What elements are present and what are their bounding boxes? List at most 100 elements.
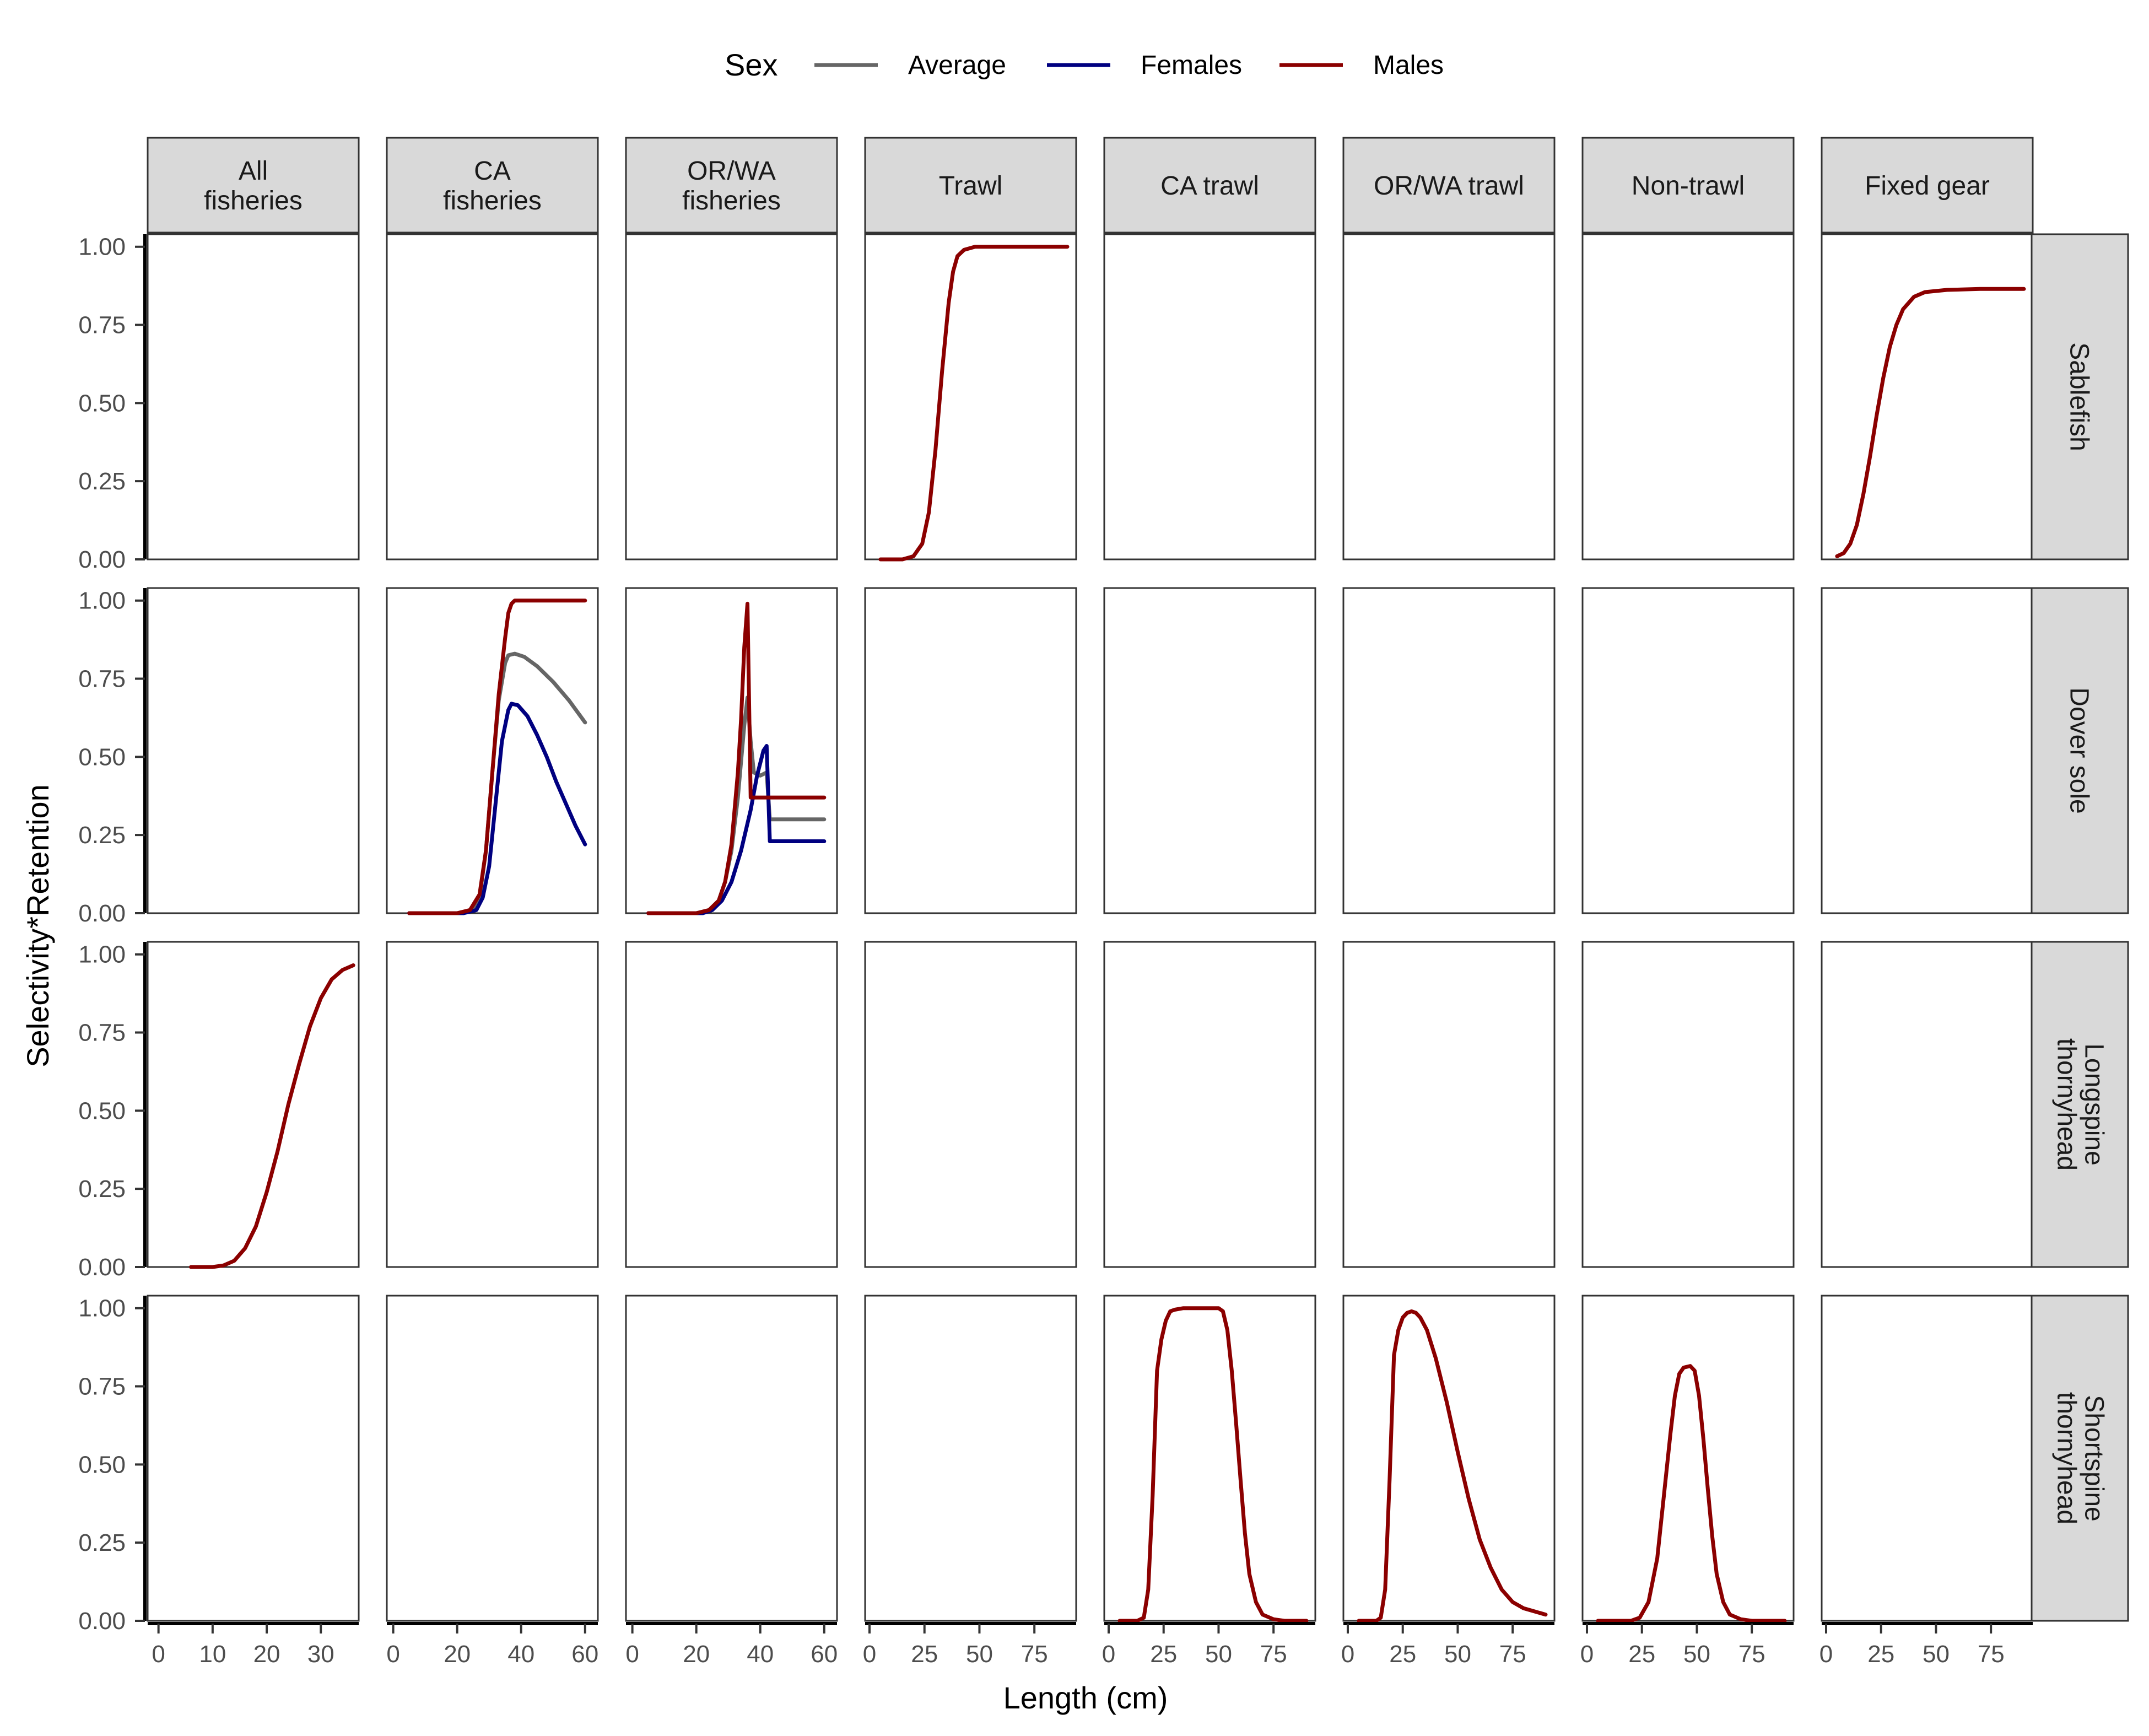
panel-sablefish-or-wa-fisheries: [625, 233, 838, 560]
panel-shortspine-thornyhead-non-trawl: [1581, 1295, 1795, 1622]
y-tick-label-longspine-thornyhead-2: 0.50: [78, 1097, 126, 1124]
row-strip-label-dover-sole: Dover sole: [2065, 687, 2094, 813]
y-tick-label-longspine-thornyhead-0: 0.00: [78, 1254, 126, 1281]
column-strip-label-fixed-gear: Fixed gear: [1865, 171, 1990, 201]
panel-dover-sole-non-trawl: [1581, 587, 1795, 914]
series-line-males-shortspine-thornyhead-or-wa-trawl: [1357, 1309, 1548, 1623]
x-tick-label-fixed-gear-0: 0: [1819, 1641, 1833, 1668]
series-line-males-longspine-thornyhead-all-fisheries: [189, 963, 355, 1269]
x-tick-label-or-wa-trawl-50: 50: [1444, 1641, 1471, 1668]
column-strip-label-ca-trawl: CA trawl: [1160, 171, 1259, 201]
panel-longspine-thornyhead-non-trawl: [1581, 941, 1795, 1268]
column-strip-label-all-fisheries: All fisheries: [204, 157, 303, 215]
row-strip-dover-sole: [2031, 587, 2129, 914]
y-tick-label-shortspine-thornyhead-0: 0.00: [78, 1608, 126, 1635]
column-strip-label-trawl: Trawl: [939, 171, 1003, 201]
x-tick-label-non-trawl-0: 0: [1580, 1641, 1594, 1668]
series-line-males-dover-sole-or-wa-fisheries: [646, 601, 827, 915]
panel-shortspine-thornyhead-trawl: [864, 1295, 1077, 1622]
panel-longspine-thornyhead-fixed-gear: [1821, 941, 2034, 1268]
panel-sablefish-ca-trawl: [1103, 233, 1316, 560]
y-tick-label-dover-sole-2: 0.50: [78, 743, 126, 770]
legend: Sex Average Females Males: [725, 47, 1444, 82]
x-tick-label-trawl-0: 0: [863, 1641, 876, 1668]
row-strip-label-sablefish: Sablefish: [2065, 342, 2094, 451]
y-tick-label-shortspine-thornyhead-2: 0.50: [78, 1451, 126, 1478]
x-tick-label-all-fisheries-0: 0: [152, 1641, 165, 1668]
panel-longspine-thornyhead-or-wa-fisheries: [625, 941, 838, 1268]
y-tick-label-sablefish-0: 0.00: [78, 546, 126, 573]
panel-shortspine-thornyhead-ca-trawl: [1103, 1295, 1316, 1622]
x-tick-label-non-trawl-75: 75: [1738, 1641, 1765, 1668]
panel-sablefish-trawl: [864, 233, 1077, 560]
x-tick-label-all-fisheries-20: 20: [253, 1641, 280, 1668]
column-strip-non-trawl: [1581, 137, 1795, 234]
row-strip-label-longspine-thornyhead: Longspinethornyhead: [2052, 1038, 2109, 1171]
column-strip-label-ca-fisheries: CA fisheries: [443, 157, 542, 215]
series-line-males-sablefish-fixed-gear: [1835, 287, 2026, 558]
panel-longspine-thornyhead-ca-fisheries: [386, 941, 599, 1268]
y-axis-title: Selectivity*Retention: [20, 784, 55, 1068]
panel-dover-sole-trawl: [864, 587, 1077, 914]
y-tick-label-shortspine-thornyhead-3: 0.75: [78, 1373, 126, 1400]
y-tick-label-dover-sole-0: 0.00: [78, 900, 126, 927]
x-tick-label-non-trawl-50: 50: [1683, 1641, 1710, 1668]
row-strip-sablefish: [2031, 233, 2129, 560]
panel-dover-sole-or-wa-trawl: [1342, 587, 1556, 914]
x-tick-label-ca-trawl-0: 0: [1102, 1641, 1115, 1668]
column-strip-fixed-gear: [1821, 137, 2034, 234]
legend-label-average: Average: [908, 51, 1006, 80]
column-strip-label-or-wa-fisheries: OR/WA fisheries: [682, 157, 781, 215]
panel-longspine-thornyhead-or-wa-trawl: [1342, 941, 1556, 1268]
x-tick-label-or-wa-fisheries-20: 20: [683, 1641, 710, 1668]
row-strip-label-shortspine-thornyhead: Shortspinethornyhead: [2052, 1392, 2109, 1524]
y-tick-label-longspine-thornyhead-4: 1.00: [78, 941, 126, 968]
x-tick-label-ca-trawl-25: 25: [1150, 1641, 1177, 1668]
y-tick-label-longspine-thornyhead-1: 0.25: [78, 1176, 126, 1203]
panel-shortspine-thornyhead-or-wa-trawl: [1342, 1295, 1556, 1622]
x-tick-label-or-wa-fisheries-60: 60: [811, 1641, 838, 1668]
series-line-males-sablefish-trawl: [878, 245, 1070, 562]
x-tick-label-or-wa-trawl-0: 0: [1341, 1641, 1354, 1668]
panel-shortspine-thornyhead-fixed-gear: [1821, 1295, 2034, 1622]
x-tick-label-ca-fisheries-0: 0: [386, 1641, 399, 1668]
column-strip-ca-trawl: [1103, 137, 1316, 234]
column-strips: All fisheries CA fisheries OR/WA fisheries Tra…: [147, 137, 2034, 234]
x-tick-label-fixed-gear-25: 25: [1867, 1641, 1894, 1668]
panel-sablefish-or-wa-trawl: [1342, 233, 1556, 560]
column-strip-or-wa-fisheries: [625, 137, 838, 234]
facet-panels: [147, 233, 2034, 1623]
panel-shortspine-thornyhead-or-wa-fisheries: [625, 1295, 838, 1622]
x-tick-label-trawl-25: 25: [911, 1641, 938, 1668]
x-tick-label-ca-trawl-75: 75: [1260, 1641, 1287, 1668]
x-tick-label-trawl-75: 75: [1021, 1641, 1048, 1668]
panel-dover-sole-fixed-gear: [1821, 587, 2034, 914]
legend-label-females: Females: [1141, 51, 1242, 80]
column-strip-ca-fisheries: [386, 137, 599, 234]
panel-longspine-thornyhead-trawl: [864, 941, 1077, 1268]
y-tick-label-shortspine-thornyhead-1: 0.25: [78, 1529, 126, 1556]
column-strip-trawl: [864, 137, 1077, 234]
y-tick-label-sablefish-3: 0.75: [78, 312, 126, 339]
x-tick-label-ca-trawl-50: 50: [1205, 1641, 1232, 1668]
row-strips: Sablefish Dover sole Longspinethornyhead Sh…: [2031, 233, 2129, 1622]
series-line-females-dover-sole-ca-fisheries: [407, 702, 587, 915]
x-tick-label-ca-fisheries-60: 60: [571, 1641, 598, 1668]
panel-longspine-thornyhead-ca-trawl: [1103, 941, 1316, 1268]
x-axes: 0 10 20 30 0 20 40 60 0 20 40 60 0 25 50 75 0 25 50 75 0 25 50…: [148, 1622, 2033, 1668]
panel-sablefish-non-trawl: [1581, 233, 1795, 560]
x-tick-label-all-fisheries-30: 30: [307, 1641, 334, 1668]
series-line-males-shortspine-thornyhead-non-trawl: [1596, 1364, 1787, 1623]
panel-dover-sole-or-wa-fisheries: [625, 587, 838, 914]
legend-label-males: Males: [1373, 51, 1444, 80]
x-tick-label-trawl-50: 50: [966, 1641, 993, 1668]
y-tick-label-sablefish-2: 0.50: [78, 390, 126, 417]
series-line-males-dover-sole-ca-fisheries: [407, 599, 587, 915]
panel-dover-sole-all-fisheries: [147, 587, 360, 914]
panel-sablefish-fixed-gear: [1821, 233, 2034, 560]
x-tick-label-fixed-gear-75: 75: [1978, 1641, 2005, 1668]
column-strip-or-wa-trawl: [1342, 137, 1556, 234]
y-tick-label-shortspine-thornyhead-4: 1.00: [78, 1295, 126, 1322]
x-tick-label-or-wa-trawl-25: 25: [1389, 1641, 1416, 1668]
